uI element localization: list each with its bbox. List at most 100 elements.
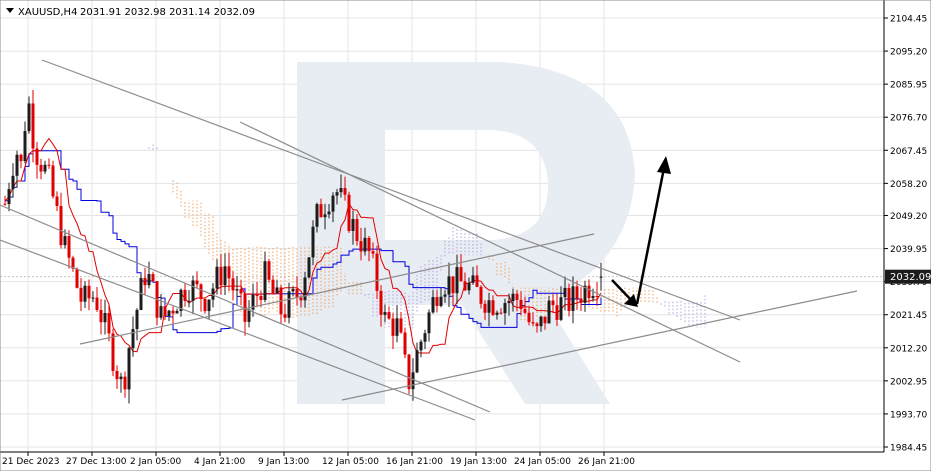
candle (3, 195, 7, 206)
candle (519, 291, 523, 316)
candle (219, 253, 223, 295)
candle (19, 153, 23, 169)
candle (359, 227, 363, 261)
trendline (79, 233, 595, 345)
price-tick-label: 2095.20 (890, 48, 927, 58)
candle (235, 276, 239, 299)
candle (279, 284, 283, 324)
trendline (41, 59, 741, 321)
candle (271, 275, 275, 294)
candle (319, 198, 323, 218)
candle (95, 286, 99, 312)
trendline (0, 239, 476, 421)
candle (367, 235, 371, 262)
candle (523, 296, 527, 315)
candle (67, 230, 71, 269)
candle (187, 289, 191, 308)
candle (239, 280, 243, 306)
candle (307, 257, 311, 279)
triangle-down-icon[interactable] (6, 8, 14, 13)
trendline (341, 290, 858, 401)
candle (475, 265, 479, 288)
candle (127, 346, 131, 404)
candle (119, 372, 123, 393)
candle (99, 299, 103, 335)
price-tick-label: 2104.45 (890, 15, 927, 25)
tenkan-sen-line (4, 137, 602, 354)
candle (227, 252, 231, 292)
candle (231, 271, 235, 301)
candle (51, 160, 55, 199)
candle (143, 267, 147, 296)
candle (423, 329, 427, 350)
candle (111, 328, 115, 377)
candle (527, 306, 531, 326)
candle (103, 299, 107, 335)
candle (135, 308, 139, 341)
candle (323, 203, 327, 230)
candle (87, 279, 91, 311)
watermark-logo (297, 62, 635, 404)
candle (355, 213, 359, 246)
trendline (239, 121, 741, 363)
candle (587, 279, 591, 304)
time-tick-label: 2 Jan 05:00 (130, 457, 182, 467)
candle (335, 188, 339, 205)
candle (583, 280, 587, 312)
candle (151, 271, 155, 282)
candle (243, 292, 247, 336)
candle (47, 158, 51, 169)
candle (59, 192, 63, 249)
candle (511, 288, 515, 312)
candle (439, 287, 443, 308)
price-tick-label: 2021.45 (890, 311, 927, 321)
candle (23, 121, 27, 164)
candle (347, 191, 351, 233)
candle (363, 227, 367, 256)
price-tick-label: 2049.20 (890, 212, 927, 222)
candle (163, 305, 167, 320)
candle (79, 278, 83, 311)
time-tick-label: 12 Jan 05:00 (322, 457, 379, 467)
candle (459, 254, 463, 282)
candle (375, 245, 379, 299)
candle (427, 309, 431, 342)
candle (471, 266, 475, 285)
candle (491, 295, 495, 317)
candle (431, 290, 435, 314)
candle (171, 306, 175, 325)
time-tick-label: 24 Jan 05:00 (514, 457, 571, 467)
candle (139, 274, 143, 311)
candle (251, 283, 255, 317)
price-tick-label: 2039.95 (890, 245, 927, 255)
candle (259, 290, 263, 307)
candle (599, 262, 603, 291)
candle (263, 251, 267, 303)
candle (499, 307, 503, 315)
candle (131, 316, 135, 357)
candle (447, 262, 451, 308)
candle (507, 293, 511, 316)
time-tick-label: 27 Dec 13:00 (66, 457, 127, 467)
time-tick-label: 26 Jan 21:00 (578, 457, 635, 467)
candle (451, 276, 455, 306)
candle (535, 322, 539, 333)
candle (7, 182, 11, 212)
candle (35, 142, 39, 179)
candles (3, 90, 603, 404)
candle (547, 295, 551, 324)
tenkan-line (4, 137, 602, 354)
candle (559, 286, 563, 322)
candle (107, 303, 111, 342)
candle (407, 353, 411, 395)
price-tick-label: 2076.70 (890, 114, 927, 124)
candle (223, 253, 227, 295)
candle (147, 261, 151, 289)
candle (191, 275, 195, 315)
candle (387, 306, 391, 320)
candle (555, 293, 559, 327)
candle (183, 282, 187, 307)
forecast-arrowhead-up (657, 156, 671, 174)
